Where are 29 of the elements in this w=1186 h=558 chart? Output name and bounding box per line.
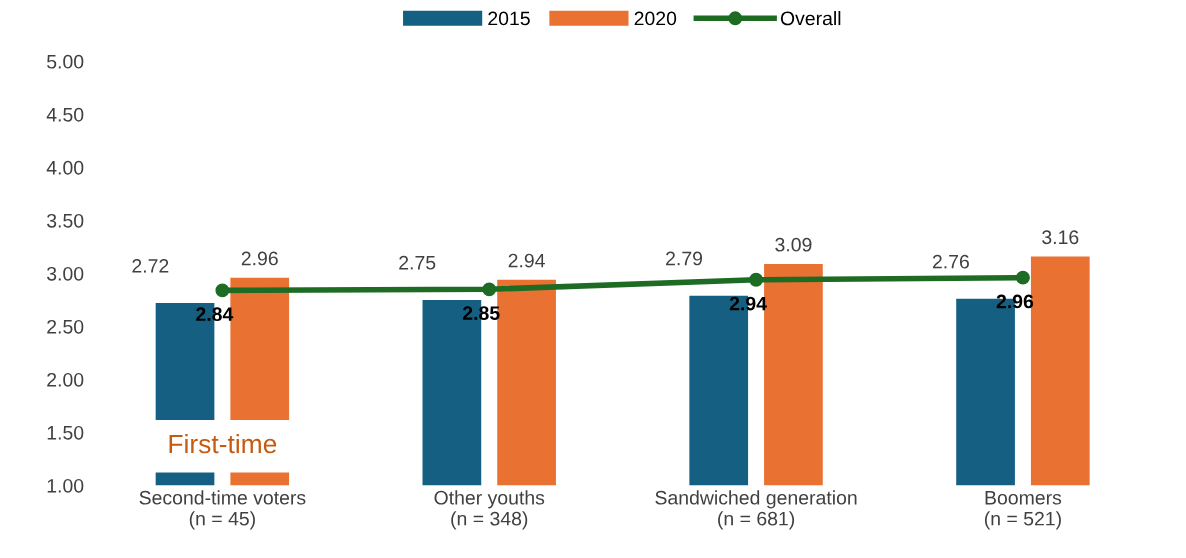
y-tick-label: 3.50 <box>46 213 84 228</box>
data-label: 2.85 <box>462 306 500 320</box>
data-label: 2.75 <box>399 255 436 270</box>
x-tick-label: Boomers (n = 521) <box>984 491 1062 530</box>
data-label: 2.96 <box>241 251 278 266</box>
y-tick-label: 2.00 <box>47 372 84 387</box>
x-tick-label: Sandwiched generation (n = 681) <box>655 490 857 530</box>
legend-label: 2020 <box>634 11 677 26</box>
data-label: 2.72 <box>132 258 169 273</box>
y-tick-label: 4.50 <box>46 107 84 122</box>
y-tick-label: 3.00 <box>46 266 84 281</box>
data-label: 2.96 <box>996 294 1034 309</box>
y-tick-label: 2.50 <box>47 319 84 334</box>
data-label: 3.09 <box>775 237 812 252</box>
legend-label: 2015 <box>488 11 530 26</box>
y-tick-label: 4.00 <box>46 160 84 175</box>
legend-label: Overall <box>780 11 841 26</box>
data-label: 2.79 <box>666 251 703 266</box>
x-tick-label: Second-time voters (n = 45) <box>139 490 306 530</box>
y-tick-label: 5.00 <box>47 54 84 69</box>
y-tick-label: 1.00 <box>47 478 84 493</box>
data-label: 2.94 <box>729 296 767 311</box>
annotation: First-time <box>169 433 277 454</box>
data-label: 3.16 <box>1042 230 1079 245</box>
y-tick-label: 1.50 <box>47 425 84 440</box>
data-label: 2.76 <box>932 254 969 269</box>
data-label: 2.84 <box>196 307 234 322</box>
data-label: 2.94 <box>508 253 545 268</box>
x-tick-label: Other youths (n = 348) <box>434 490 545 530</box>
